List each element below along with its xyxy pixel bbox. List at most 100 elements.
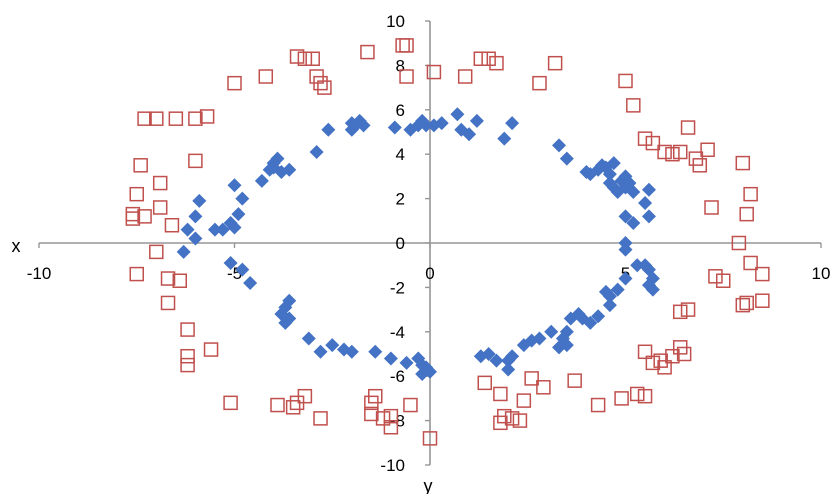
y-tick-label: -2 [390,278,405,297]
diamond-point [383,351,398,366]
square-point [493,386,508,402]
y-axis-label: y [424,476,433,494]
square-point [680,120,696,135]
square-point [618,73,633,89]
square-point [547,55,563,71]
y-tick-label: -6 [390,367,405,386]
x-tick-label: 0 [425,264,434,283]
square-point [708,269,723,284]
square-point [680,302,696,317]
diamond-point [462,127,477,142]
square-point [743,255,758,271]
diamond-point [215,222,230,237]
x-axis-label: x [12,236,21,256]
diamond-point [563,311,578,326]
diamond-point [235,191,250,206]
square-point [665,146,680,162]
square-point [645,135,661,151]
diamond-point [188,231,203,246]
square-point [755,293,770,308]
square-point [317,80,332,95]
diamond-point [602,298,617,313]
y-tick-label: 2 [396,190,405,209]
y-tick-label: 6 [396,101,405,120]
square-point [297,51,313,66]
square-point [590,397,606,413]
diamond-point [626,184,641,199]
diamond-point [188,209,203,224]
diamond-point [618,209,633,224]
diamond-point [602,167,617,182]
square-point [160,271,176,286]
square-point [676,346,692,362]
x-tick-label: 10 [812,264,831,283]
square-point [536,380,551,395]
diamond-point [419,118,434,133]
square-point [422,431,438,446]
diamond-point [618,242,633,257]
square-point [657,144,672,160]
diamond-point [227,178,242,193]
square-point [512,413,528,428]
square-point [637,131,653,146]
diamond-point [544,324,559,339]
square-point [364,406,379,422]
square-point [477,375,492,391]
square-point [172,273,188,288]
square-point [532,75,547,91]
diamond-point [598,284,613,299]
square-point [313,75,328,91]
y-tick-label: 4 [396,145,405,164]
diamond-point [559,151,574,166]
y-tick-label: 10 [386,12,405,31]
diamond-point [227,220,242,235]
diamond-point [282,162,297,177]
diamond-point [552,138,567,153]
diamond-point [497,131,512,146]
square-point [203,342,219,357]
diamond-point [641,182,656,197]
square-point [180,348,195,364]
square-point [735,297,751,313]
square-point [637,344,653,360]
diamond-point [469,113,484,128]
square-point [227,75,242,91]
square-point [129,266,144,282]
square-point [629,386,645,402]
diamond-point [489,353,504,368]
square-point [739,206,754,222]
diamond-point [325,338,340,353]
diamond-point [559,338,574,353]
diamond-point [243,275,258,290]
diamond-point [399,355,414,370]
y-tick-label: 8 [396,56,405,75]
diamond-point [606,156,621,171]
square-point [149,244,164,260]
square-point [457,69,473,84]
square-point [364,395,379,411]
square-point [704,200,719,215]
square-point [739,295,754,311]
diamond-point [591,309,606,324]
diamond-point [368,344,383,359]
square-point [755,266,770,282]
diamond-point [180,222,195,237]
square-point [524,371,539,386]
y-tick-label: -10 [380,456,405,475]
square-point [700,142,715,158]
square-point [168,111,184,126]
square-point [399,69,414,84]
square-point [672,304,688,320]
square-point [473,51,489,66]
square-point [270,397,285,413]
square-point [567,373,582,388]
diamond-point [415,366,430,381]
square-point [383,420,399,435]
diamond-point [630,258,645,273]
square-point [125,206,141,222]
diamond-point [505,349,520,364]
square-point [716,273,731,288]
diamond-point [516,338,531,353]
square-point [489,55,504,71]
square-point [426,64,442,80]
